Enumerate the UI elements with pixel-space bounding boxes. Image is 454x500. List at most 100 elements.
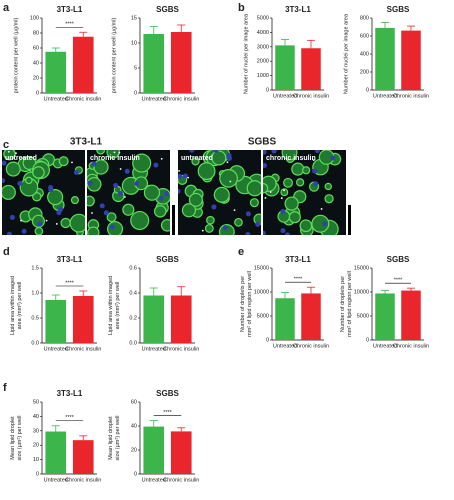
nucleus [17, 180, 23, 186]
error-bar [51, 47, 60, 52]
bar [170, 32, 192, 93]
droplet [191, 157, 200, 166]
x-tick-label: Chronic insulin [293, 93, 329, 99]
x-tick-label: Untreated [142, 96, 166, 102]
marker [229, 180, 232, 183]
droplet [160, 218, 170, 232]
panel-label: b [238, 2, 245, 14]
y-tick-label: 5000 [357, 313, 369, 319]
chart-title: 3T3-L1 [57, 389, 83, 398]
significance: **** [294, 277, 303, 283]
nucleus [2, 160, 7, 166]
bar [72, 296, 94, 343]
y-tick-label: 800 [360, 15, 369, 21]
marker [119, 168, 122, 170]
y-axis-label: Number of droplets per [240, 276, 246, 332]
droplet [197, 162, 216, 181]
y-tick-label: 0 [134, 90, 137, 96]
y-tick-label: 0 [134, 471, 137, 477]
bar [375, 27, 395, 90]
significance: **** [65, 280, 74, 286]
y-axis-label: area (mm²) per well [17, 282, 23, 330]
y-tick-label: 15000 [254, 265, 269, 271]
panel-label: d [3, 246, 10, 258]
nucleus [213, 150, 219, 153]
nucleus [312, 168, 318, 174]
y-axis-label: protein content per well (µg/ml) [13, 18, 19, 94]
significance: **** [65, 22, 74, 28]
nucleus [99, 203, 105, 209]
error-bar [149, 26, 158, 34]
y-axis-label: Number of nuclei per image area [343, 13, 349, 94]
chart-title: SGBS [387, 5, 410, 14]
marker [233, 209, 236, 212]
bar [72, 36, 94, 93]
nucleus [182, 173, 188, 179]
droplet [204, 223, 214, 233]
panel-label: c [3, 139, 9, 151]
droplet [25, 176, 33, 185]
y-tick-label: 0.0 [129, 340, 137, 346]
error-bar [79, 31, 88, 37]
nucleus [37, 221, 43, 227]
y-tick-label: 20 [33, 75, 39, 81]
marker [201, 229, 204, 232]
nucleus [271, 150, 277, 154]
error-bar [177, 24, 186, 32]
y-axis-label: mm² of lipid region per well [347, 271, 353, 337]
nucleus [158, 195, 164, 201]
y-axis-label: Mean lipid droplet [108, 416, 114, 460]
droplet [283, 177, 293, 188]
marker [45, 219, 48, 222]
y-tick-label: 0.2 [129, 315, 137, 321]
nucleus [211, 204, 217, 210]
image-title: SGBS [248, 137, 277, 148]
x-tick-label: Chronic insulin [65, 477, 101, 483]
nucleus [178, 173, 183, 179]
y-tick-label: 40 [33, 60, 39, 66]
nucleus [164, 191, 170, 197]
panel-label: a [3, 2, 10, 14]
nucleus [284, 232, 290, 235]
bar [170, 431, 192, 474]
y-tick-label: 0.5 [31, 315, 39, 321]
droplet [213, 186, 230, 203]
image-label: chronic insulin [90, 155, 140, 162]
y-tick-label: 60 [33, 45, 39, 51]
error-bar [79, 290, 88, 296]
cells [263, 150, 342, 235]
marker [312, 159, 315, 162]
y-tick-label: 400 [360, 51, 369, 57]
x-tick-label: Chronic insulin [393, 93, 429, 99]
marker [280, 197, 283, 199]
droplet [70, 196, 80, 205]
nucleus [280, 228, 286, 234]
y-tick-label: 5000 [257, 313, 269, 319]
droplet [132, 153, 152, 173]
bar [375, 293, 395, 340]
error-bar [149, 287, 158, 296]
droplet [295, 178, 305, 187]
droplet [96, 150, 106, 155]
y-tick-label: 0 [366, 337, 369, 343]
nucleus [134, 181, 140, 187]
nucleus [330, 155, 336, 161]
bar [275, 298, 295, 340]
error-bar [51, 425, 60, 432]
nucleus [322, 221, 328, 227]
bar [170, 295, 192, 343]
marker [113, 151, 116, 154]
marker [123, 196, 126, 198]
x-tick-label: Untreated [44, 96, 68, 102]
marker [118, 151, 121, 154]
y-tick-label: 10 [131, 40, 137, 46]
nucleus [153, 162, 159, 168]
droplet [311, 214, 330, 233]
nucleus [226, 152, 232, 158]
nucleus [178, 188, 181, 194]
y-tick-label: 3000 [257, 44, 269, 50]
bar [143, 426, 165, 474]
panel-label: f [3, 382, 7, 394]
chart-title: 3T3-L1 [57, 5, 83, 14]
marker [178, 169, 181, 172]
